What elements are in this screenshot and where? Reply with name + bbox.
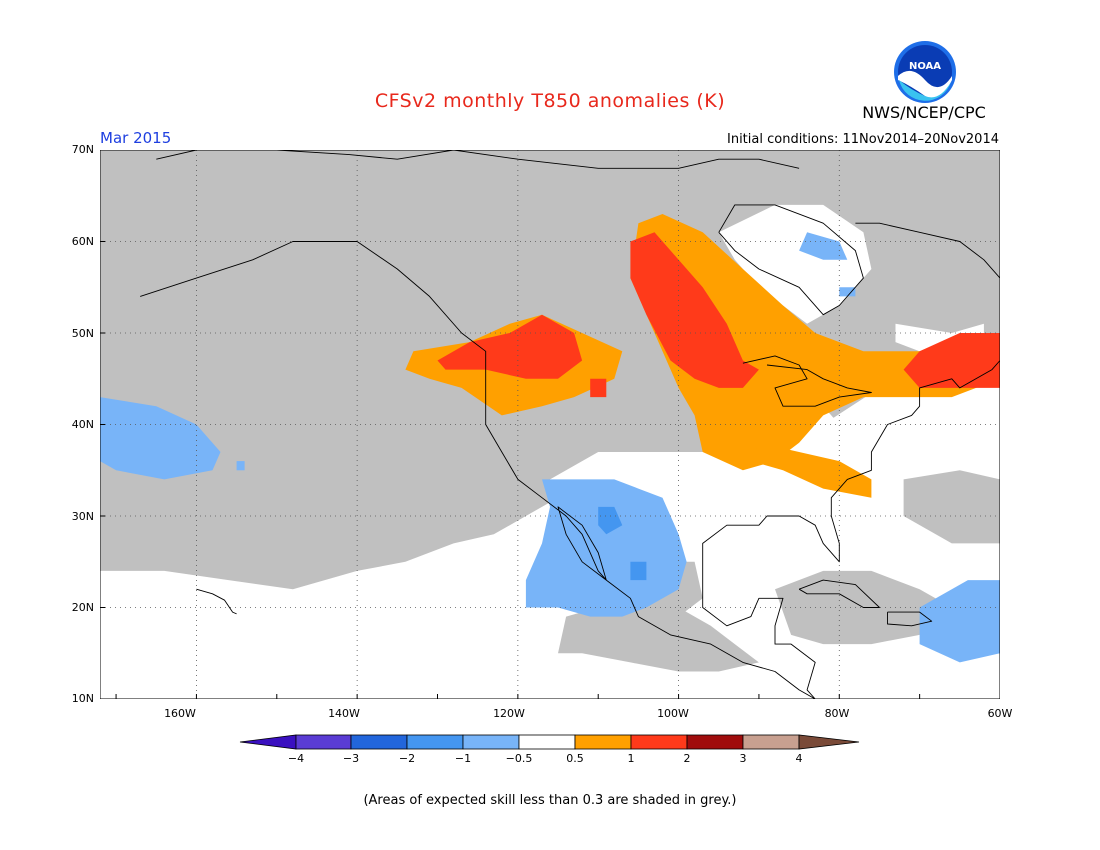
- map-title: CFSv2 monthly T850 anomalies (K): [374, 90, 726, 112]
- lon-label-160w: 160W: [164, 707, 196, 720]
- lat-label-50n: 50N: [71, 327, 94, 340]
- lat-label-70n: 70N: [71, 143, 94, 156]
- lat-label-20n: 20N: [71, 601, 94, 614]
- skill-footnote: (Areas of expected skill less than 0.3 a…: [363, 793, 737, 808]
- colorbar-box-4: [462, 734, 520, 750]
- colorbar-box-3: [406, 734, 464, 750]
- coastline-cuba: [798, 579, 880, 608]
- coastline-hudson-bay-coast: [718, 204, 864, 316]
- lat-label-40n: 40N: [71, 418, 94, 431]
- noaa-logo: NOAA: [893, 40, 957, 104]
- colorbar-box-6: [574, 734, 632, 750]
- lon-label-120w: 120W: [493, 707, 525, 720]
- colorbar-tick: 2: [683, 752, 691, 765]
- colorbar-box-7: [630, 734, 688, 750]
- region-west-coast-grey: [485, 397, 583, 480]
- coastline-hawaii: [196, 588, 237, 615]
- lat-label-10n: 10N: [71, 692, 94, 705]
- lon-label-100w: 100W: [657, 707, 689, 720]
- lon-label-80w: 80W: [824, 707, 850, 720]
- region-labrador-blue: [839, 287, 856, 297]
- region-hudson-blue: [799, 232, 848, 260]
- anomaly-map: [100, 150, 1000, 699]
- region-east-atlantic-grey: [903, 470, 1000, 544]
- agency-label: NWS/NCEP/CPC: [862, 103, 986, 122]
- region-mexico-blue: [525, 479, 687, 617]
- colorbar-box-9: [742, 734, 800, 750]
- region-southeast-orange: [750, 442, 872, 498]
- colorbar-tick: 1: [627, 752, 635, 765]
- colorbar-tick: −3: [342, 752, 360, 765]
- colorbar-tick: −1: [454, 752, 472, 765]
- noaa-logo-icon: NOAA: [894, 41, 956, 103]
- map-coastlines: [140, 150, 1000, 699]
- region-caribbean-blue: [919, 580, 1000, 663]
- colorbar-tick: −2: [398, 752, 416, 765]
- colorbar-tick: 0.5: [566, 752, 584, 765]
- region-central-red: [630, 232, 759, 388]
- colorbar-box-8: [686, 734, 744, 750]
- colorbar-tick: −4: [287, 752, 305, 765]
- region-northeast-red: [903, 333, 1000, 388]
- colorbar-box-2: [350, 734, 408, 750]
- colorbar-box-5: [518, 734, 576, 750]
- region-hawaii-blue-dot: [236, 461, 245, 471]
- lon-label-60w: 60W: [987, 707, 1013, 720]
- colorbar-tick: 3: [739, 752, 747, 765]
- coastline-hispaniola: [887, 611, 933, 627]
- coastline-arctic-coast: [156, 150, 800, 169]
- colorbar-box-1: [295, 734, 352, 750]
- coastline-labrador-coast: [855, 222, 1000, 279]
- region-hawaii-blue: [100, 397, 221, 480]
- region-hudson-white: [718, 204, 872, 324]
- region-mexico-blue-dark: [598, 506, 623, 535]
- colorbar-tick: 4: [795, 752, 803, 765]
- region-idaho-red: [590, 378, 607, 398]
- region-central-orange: [630, 214, 1000, 471]
- coastline-north-america-west-coast: [140, 241, 816, 699]
- region-mexico-blue-dark-2: [630, 561, 647, 581]
- coastline-north-america-gulf-east-coast: [702, 360, 1000, 699]
- colorbar-tick: −0.5: [505, 752, 533, 765]
- lon-label-140w: 140W: [328, 707, 360, 720]
- map-gridlines: [100, 150, 1000, 699]
- lat-label-30n: 30N: [71, 510, 94, 523]
- colorbar: [239, 734, 860, 750]
- colorbar-arrow-left: [239, 734, 297, 750]
- forecast-month: Mar 2015: [100, 129, 172, 147]
- initial-conditions: Initial conditions: 11Nov2014–20Nov2014: [727, 132, 999, 147]
- lat-label-60n: 60N: [71, 235, 94, 248]
- region-west-red: [437, 314, 583, 379]
- coastline-great-lakes: [742, 355, 872, 407]
- noaa-logo-text: NOAA: [909, 61, 941, 72]
- colorbar-arrow-right: [798, 734, 860, 750]
